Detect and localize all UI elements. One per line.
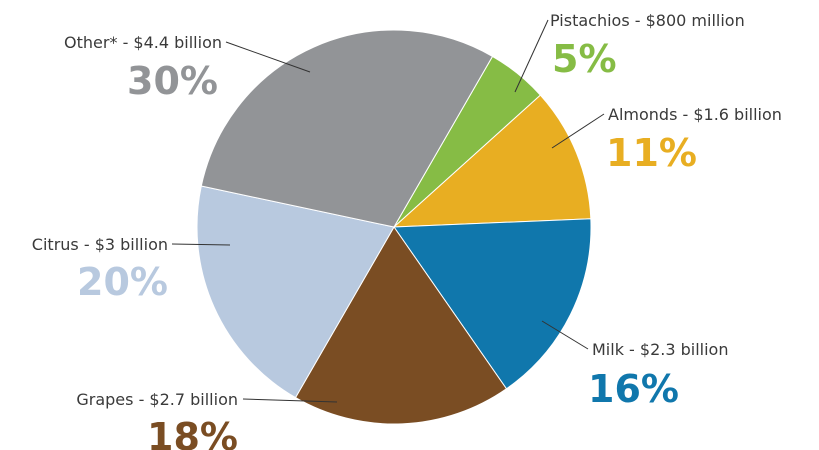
leader-line-other <box>225 41 311 73</box>
slice-percent-grapes: 18% <box>147 415 238 450</box>
slice-percent-other: 30% <box>127 59 218 103</box>
slice-label-milk: Milk - $2.3 billion <box>592 340 728 359</box>
pie-annotations: Pistachios - $800 million 5% Almonds - $1.… <box>32 11 782 450</box>
slice-label-citrus: Citrus - $3 billion <box>32 235 168 254</box>
slice-label-grapes: Grapes - $2.7 billion <box>76 390 238 409</box>
slice-percent-almonds: 11% <box>606 131 697 175</box>
slice-percent-milk: 16% <box>588 367 679 411</box>
pie-slice-citrus <box>196 185 395 399</box>
slice-label-almonds: Almonds - $1.6 billion <box>608 105 782 124</box>
leader-line-pistachios <box>514 19 549 93</box>
leader-line-almonds <box>551 113 605 149</box>
pie-slice-grapes <box>294 226 508 425</box>
pie-slice-milk <box>393 218 592 390</box>
pie-slice-almonds <box>392 94 592 228</box>
leader-line-grapes <box>242 398 338 403</box>
pie-slice-other <box>200 29 494 228</box>
leader-line-citrus <box>171 243 231 246</box>
slice-label-other: Other* - $4.4 billion <box>64 33 222 52</box>
pie-slices <box>196 29 592 425</box>
slice-percent-pistachios: 5% <box>552 37 617 81</box>
slice-percent-citrus: 20% <box>77 260 168 304</box>
slice-label-pistachios: Pistachios - $800 million <box>550 11 745 30</box>
leader-line-milk <box>541 320 589 350</box>
